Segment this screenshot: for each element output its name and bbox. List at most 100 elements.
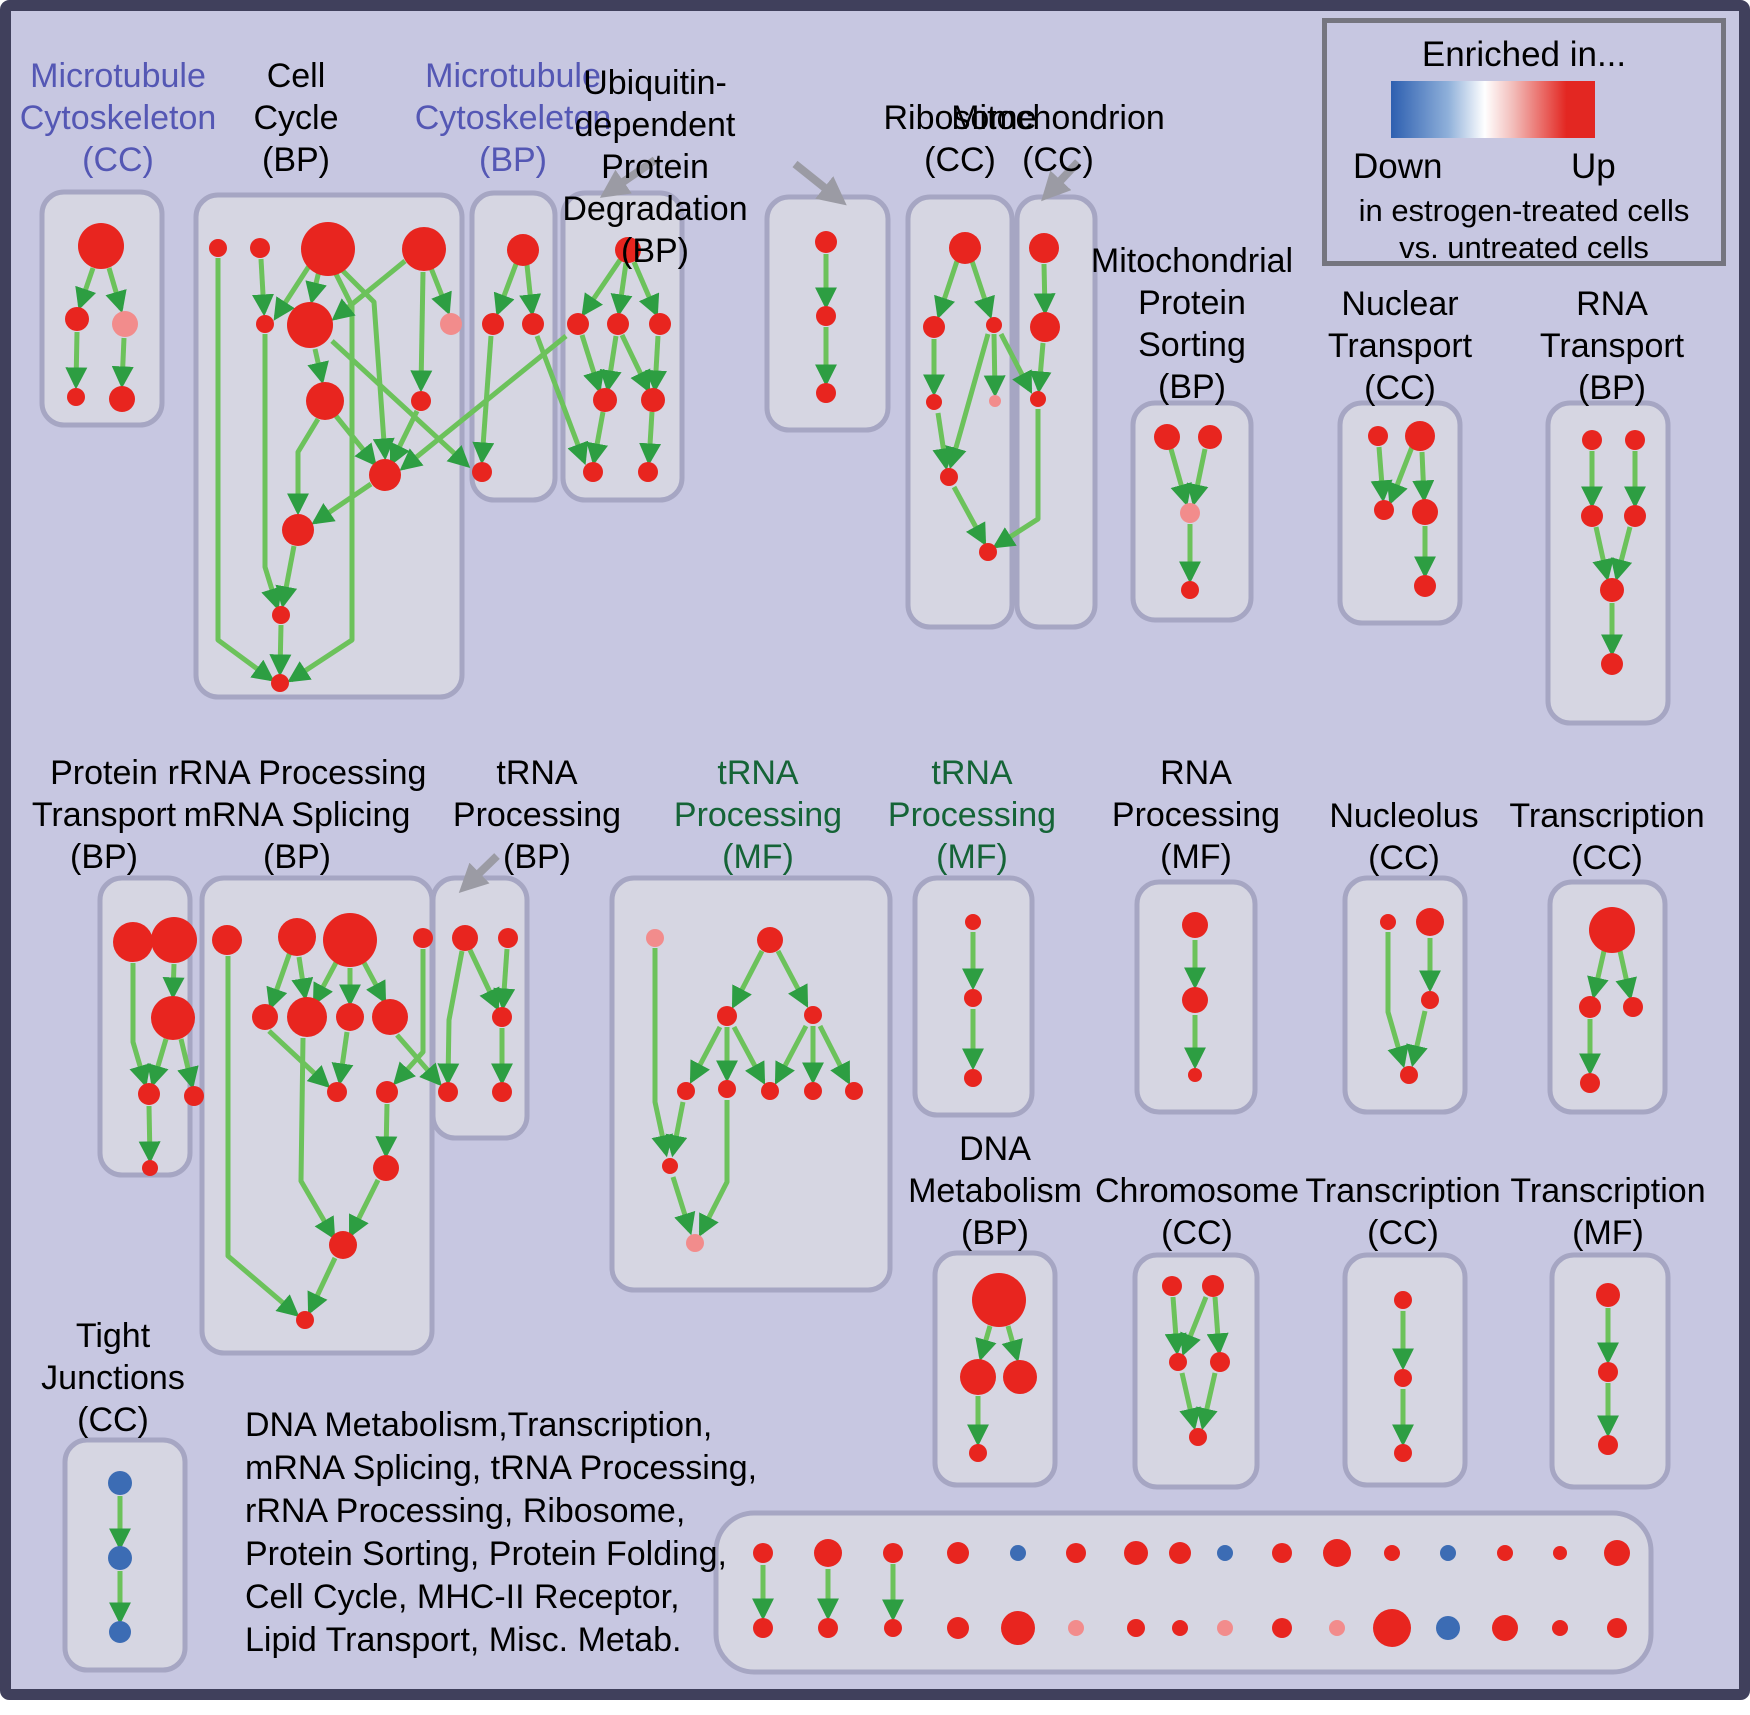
transcription-cc-lower-label: Transcription (CC) xyxy=(1305,1172,1501,1252)
node xyxy=(1217,1545,1233,1561)
edge-arrow xyxy=(428,267,452,316)
node xyxy=(989,395,1001,407)
node xyxy=(108,1471,132,1495)
node xyxy=(964,989,982,1007)
edge-arrow xyxy=(619,333,651,393)
node xyxy=(940,468,958,486)
edge-arrow xyxy=(334,414,377,467)
edge-arrow xyxy=(493,263,519,317)
node xyxy=(1066,1543,1086,1563)
pointer-arrows xyxy=(458,156,1081,894)
node xyxy=(638,462,658,482)
node xyxy=(662,1158,678,1174)
node xyxy=(1001,1611,1035,1645)
node xyxy=(965,914,981,930)
node xyxy=(184,1086,204,1106)
node xyxy=(964,1069,982,1087)
edge-arrow xyxy=(129,963,151,1088)
edge-arrow xyxy=(275,545,298,609)
node xyxy=(287,302,333,348)
edge-arrow xyxy=(579,334,605,394)
node xyxy=(1624,505,1646,527)
node xyxy=(212,925,242,955)
node xyxy=(1169,1353,1187,1371)
edge-arrow xyxy=(1587,950,1609,1000)
node xyxy=(1210,1352,1230,1372)
edge-arrow xyxy=(534,335,589,466)
legend-subtitle-line2: vs. untreated cells xyxy=(1399,230,1649,265)
edge-arrow xyxy=(934,260,960,320)
node xyxy=(142,1160,158,1176)
node xyxy=(1607,1618,1627,1638)
node xyxy=(272,606,290,624)
edge-arrow xyxy=(581,258,623,317)
edge-arrow xyxy=(1615,950,1637,1001)
node xyxy=(376,1081,398,1103)
node xyxy=(402,227,446,271)
node xyxy=(306,382,344,420)
node xyxy=(1329,1620,1345,1636)
node xyxy=(583,462,603,482)
node xyxy=(1029,233,1059,263)
node xyxy=(815,231,837,253)
node xyxy=(718,1080,736,1098)
trna-processing-bp-label: tRNA Processing (BP) xyxy=(452,754,622,876)
edge-arrow xyxy=(410,271,433,393)
legend-down-label: Down xyxy=(1353,147,1443,186)
node xyxy=(1182,912,1208,938)
chromosome-cc-box xyxy=(1132,1252,1260,1490)
node xyxy=(329,1231,357,1259)
node xyxy=(753,1618,773,1638)
node xyxy=(413,928,433,948)
edge-arrow xyxy=(951,485,987,546)
edge-arrow xyxy=(1001,1325,1023,1363)
node xyxy=(926,394,942,410)
node xyxy=(1492,1615,1518,1641)
edge-arrow xyxy=(215,258,275,682)
node xyxy=(1384,1545,1400,1561)
rna-transport-bp-label: RNA Transport (BP) xyxy=(1539,285,1685,407)
edge-arrow xyxy=(312,955,342,1006)
ribosome-cc-label: Ribosome (CC) xyxy=(883,99,1037,179)
node xyxy=(1068,1620,1084,1636)
node xyxy=(1625,430,1645,450)
dna-metabolism-bp-box xyxy=(932,1250,1058,1488)
node xyxy=(1600,578,1624,602)
node xyxy=(1127,1619,1145,1637)
node xyxy=(883,1543,903,1563)
node xyxy=(947,1617,969,1639)
legend-up-label: Up xyxy=(1571,147,1616,186)
node xyxy=(1154,424,1180,450)
node xyxy=(686,1234,704,1252)
node xyxy=(1373,1609,1411,1647)
node xyxy=(593,388,617,412)
node xyxy=(1188,1068,1202,1082)
edge-arrow xyxy=(286,417,321,516)
node xyxy=(438,1082,458,1102)
microtubule-cytoskeleton-cc-label: Microtubule Cytoskeleton (CC) xyxy=(19,57,217,179)
edge-arrow xyxy=(298,1037,336,1240)
node xyxy=(1030,312,1060,342)
nodes xyxy=(65,222,1646,1647)
node xyxy=(615,237,641,263)
edge-arrow xyxy=(1179,1372,1201,1431)
edge-arrow xyxy=(1186,448,1209,507)
node xyxy=(1552,1620,1568,1636)
node xyxy=(78,223,124,269)
node xyxy=(1421,991,1439,1009)
node xyxy=(498,928,518,948)
edge-arrow xyxy=(998,332,1033,394)
rna-processing-mf-label: RNA Processing (MF) xyxy=(1111,754,1281,876)
tight-junctions-cc-label: Tight Junctions (CC) xyxy=(41,1317,185,1439)
edge-arrow xyxy=(395,1033,442,1087)
edge-arrow xyxy=(267,1029,331,1088)
edge-arrow xyxy=(291,956,314,1001)
node xyxy=(1414,575,1436,597)
node xyxy=(336,1003,364,1031)
cell-cycle-bp-label: Cell Cycle (BP) xyxy=(253,57,339,179)
node xyxy=(250,238,270,258)
edge-arrow xyxy=(992,409,1041,549)
node xyxy=(1272,1618,1292,1638)
label-pointer-arrow xyxy=(599,156,658,198)
label-pointer-arrow xyxy=(792,160,847,206)
